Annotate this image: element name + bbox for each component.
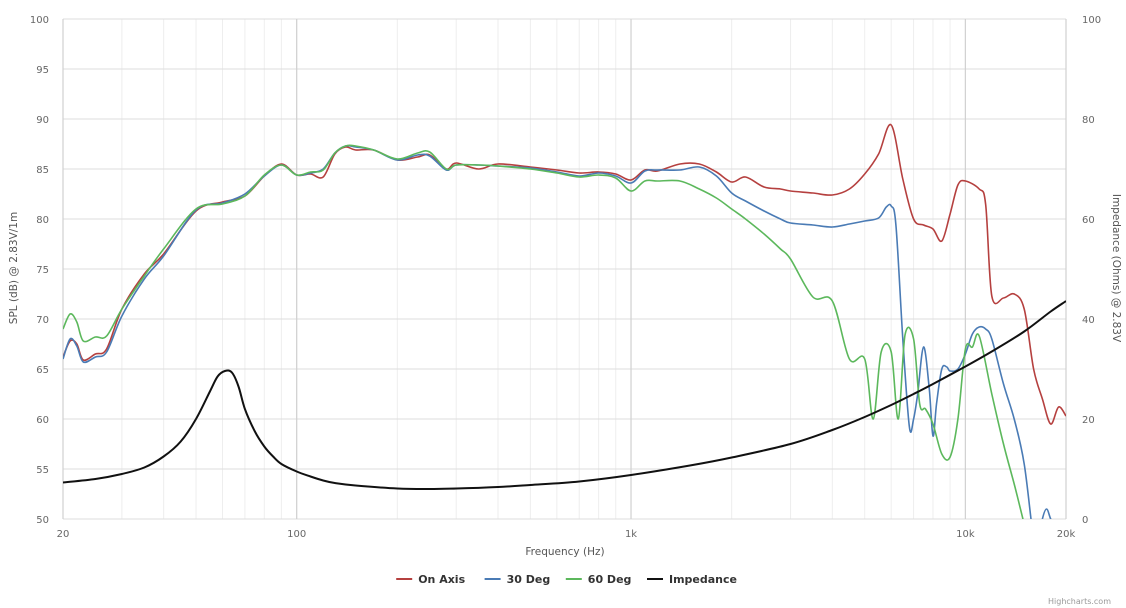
left-tick-label: 90 <box>36 115 49 126</box>
series-layer <box>63 123 1066 519</box>
left-tick-label: 95 <box>36 65 49 76</box>
right-tick-label: 0 <box>1082 515 1088 526</box>
series-line-60-deg <box>63 144 1024 519</box>
left-tick-label: 70 <box>36 315 49 326</box>
left-tick-label: 50 <box>36 515 49 526</box>
left-tick-label: 55 <box>36 465 49 476</box>
right-tick-label: 100 <box>1082 15 1101 26</box>
right-axis-ticks: 0 20 40 60 80 100 <box>1082 15 1101 526</box>
legend: On Axis 30 Deg 60 Deg Impedance <box>396 573 737 586</box>
left-axis-title: SPL (dB) @ 2.83V/1m <box>8 212 20 324</box>
x-tick-label: 20 <box>57 529 70 540</box>
left-tick-label: 85 <box>36 165 49 176</box>
legend-label-impedance: Impedance <box>669 573 737 586</box>
right-tick-label: 40 <box>1082 315 1095 326</box>
legend-label-60-deg: 60 Deg <box>588 573 632 586</box>
left-tick-label: 80 <box>36 215 49 226</box>
credit-link[interactable]: Highcharts.com <box>1048 597 1111 606</box>
right-axis-title: Impedance (Ohms) @ 2.83V <box>1110 194 1122 343</box>
legend-label-on-axis: On Axis <box>418 573 465 586</box>
left-tick-label: 75 <box>36 265 49 276</box>
x-axis-title: Frequency (Hz) <box>525 546 604 558</box>
left-tick-label: 100 <box>30 15 49 26</box>
series-line-impedance <box>63 300 1066 491</box>
x-tick-label: 100 <box>287 529 306 540</box>
left-tick-label: 65 <box>36 365 49 376</box>
x-tick-label: 1k <box>625 529 637 540</box>
series-line-30-deg <box>63 144 1052 519</box>
legend-label-30-deg: 30 Deg <box>507 573 551 586</box>
right-tick-label: 20 <box>1082 415 1095 426</box>
x-axis-ticks: 20 100 1k 10k 20k <box>57 529 1076 540</box>
right-tick-label: 60 <box>1082 215 1095 226</box>
x-tick-label: 10k <box>956 529 975 540</box>
x-tick-label: 20k <box>1057 529 1076 540</box>
left-axis-ticks: 50 55 60 65 70 75 80 85 90 95 100 <box>30 15 49 526</box>
right-tick-label: 80 <box>1082 115 1095 126</box>
left-tick-label: 60 <box>36 415 49 426</box>
major-grid <box>62 18 1067 520</box>
